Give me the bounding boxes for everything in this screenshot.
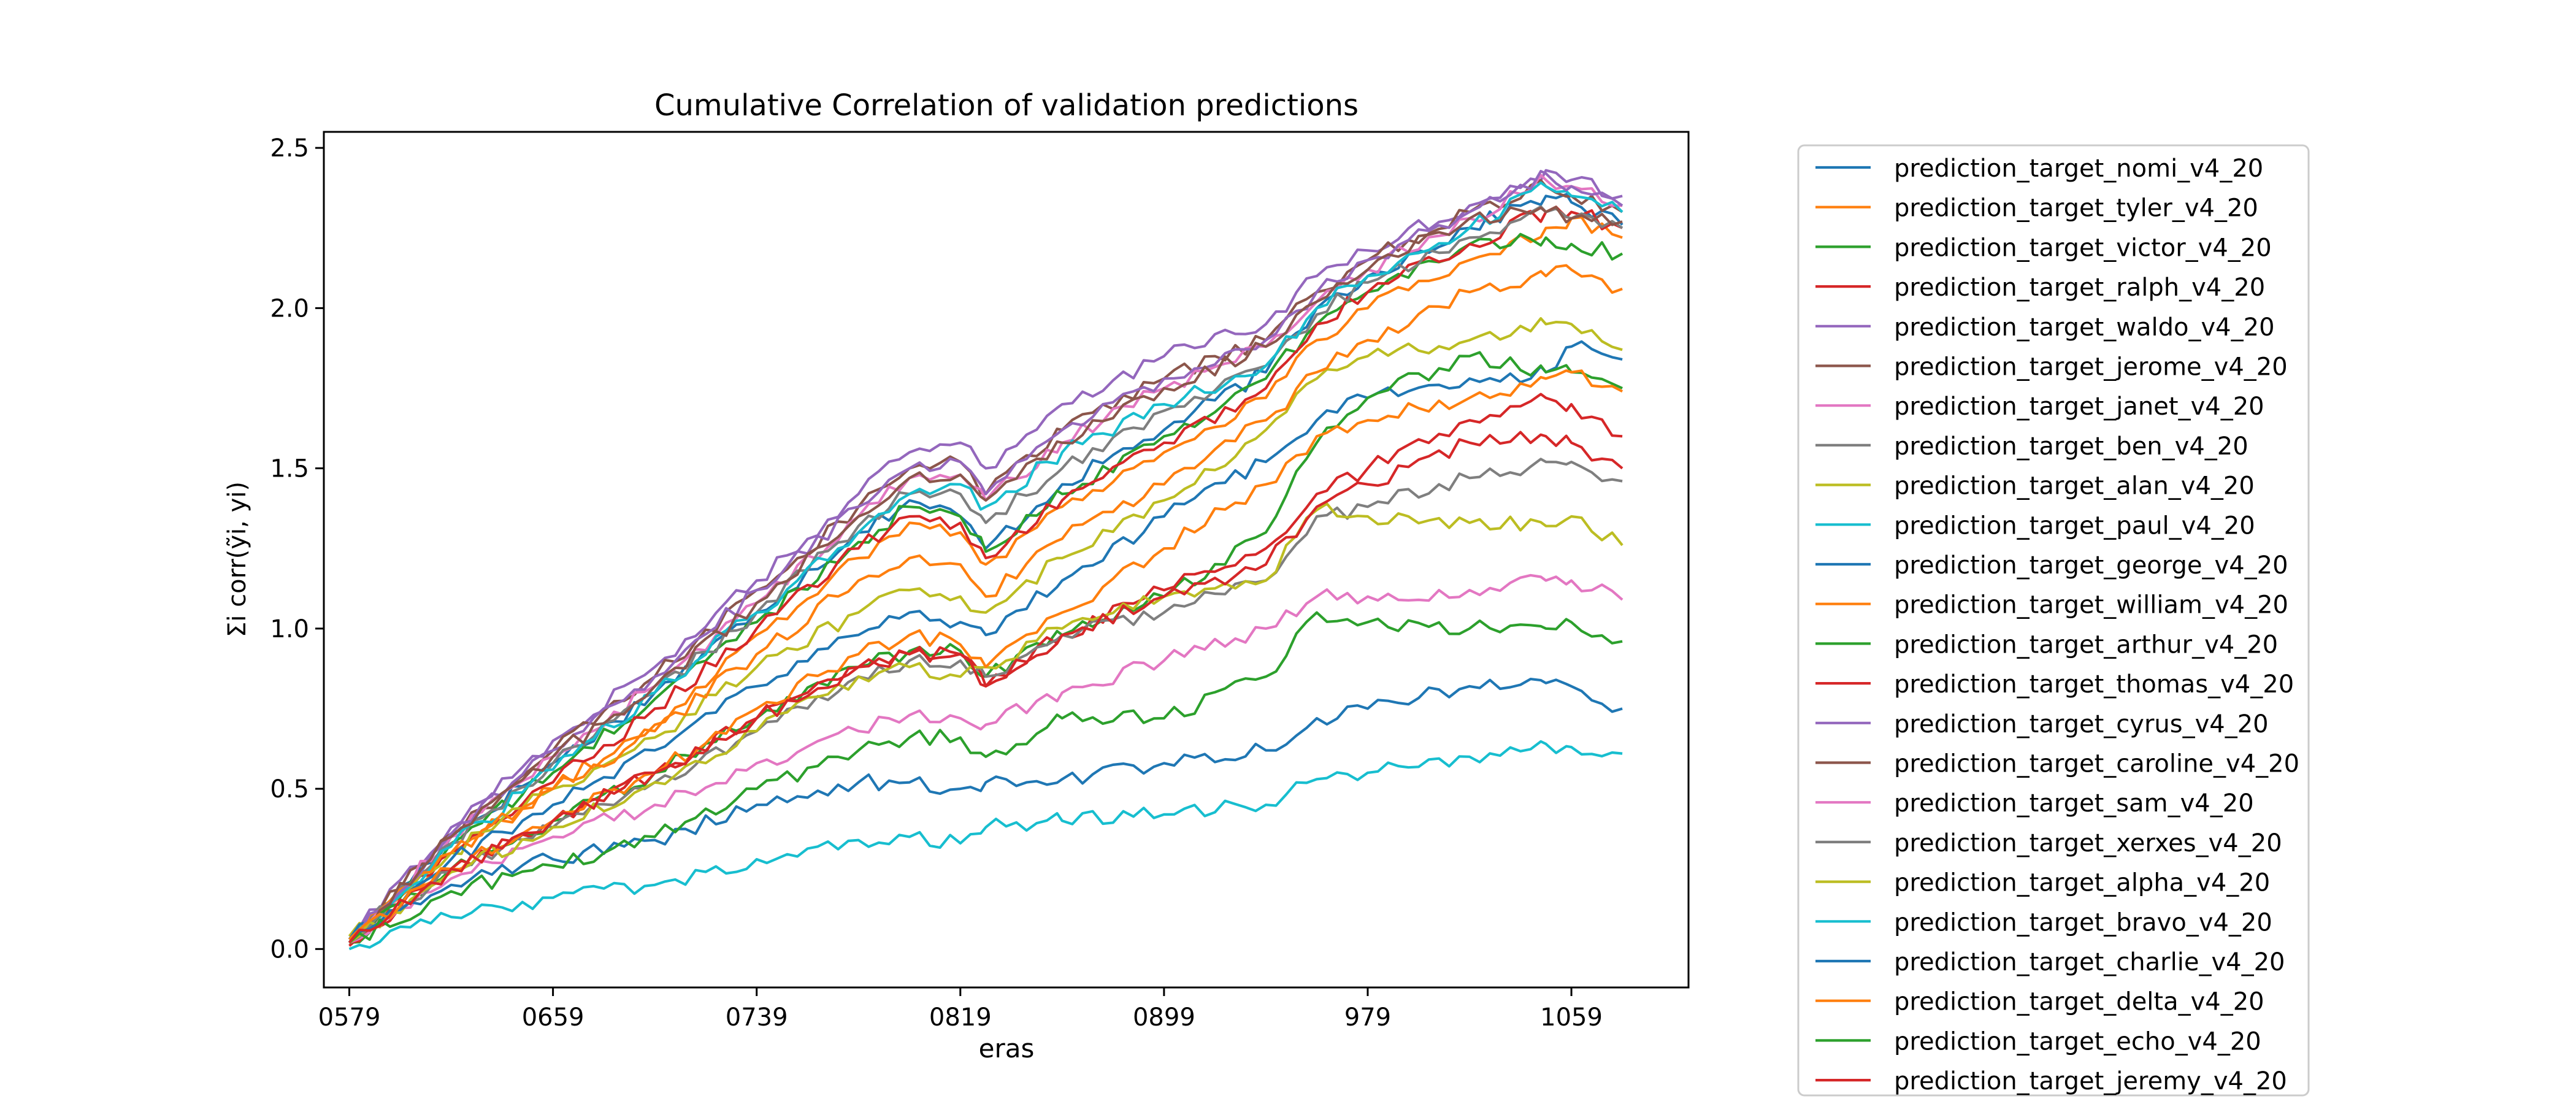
legend-label: prediction_target_echo_v4_20 [1894,1027,2261,1056]
legend-label: prediction_target_caroline_v4_20 [1894,750,2299,778]
legend-label: prediction_target_xerxes_v4_20 [1894,829,2282,857]
series-line [348,178,1623,944]
series-line [349,264,1623,941]
legend-label: prediction_target_alan_v4_20 [1894,472,2255,500]
legend-frame [1797,144,2310,1097]
legend: prediction_target_nomi_v4_20 prediction_t… [1797,144,2310,1097]
legend-label: prediction_target_sam_v4_20 [1894,789,2254,818]
series-line [348,340,1623,940]
series-line [348,431,1623,944]
series-line [348,502,1623,944]
legend-label: prediction_target_tyler_v4_20 [1894,194,2258,223]
series-line [348,205,1623,944]
y-tick-label: 0.0 [270,935,309,964]
series-line [348,573,1623,944]
legend-label: prediction_target_jeremy_v4_20 [1894,1067,2287,1095]
series-line [348,169,1623,940]
legend-label: prediction_target_victor_v4_20 [1894,234,2272,262]
legend-label: prediction_target_janet_v4_20 [1894,393,2264,421]
series-line [348,611,1623,944]
x-tick-label: 0819 [929,1003,992,1032]
legend-label: prediction_target_arthur_v4_20 [1894,631,2278,659]
legend-label: prediction_target_george_v4_20 [1894,551,2288,580]
y-axis-label: Σi corr(ỹi, yi) [223,481,251,637]
series-line [348,216,1623,941]
series-line [348,205,1623,947]
series-line [348,678,1623,941]
legend-label: prediction_target_bravo_v4_20 [1894,908,2272,937]
legend-label: prediction_target_thomas_v4_20 [1894,670,2294,699]
x-tick-label: 0579 [318,1003,381,1032]
y-tick-label: 0.5 [270,775,309,803]
legend-label: prediction_target_waldo_v4_20 [1894,313,2275,342]
legend-label: prediction_target_alpha_v4_20 [1894,869,2270,897]
x-axis-label: eras [979,1033,1035,1064]
series-line [348,317,1623,937]
legend-label: prediction_target_charlie_v4_20 [1894,948,2285,976]
x-tick-label: 0899 [1133,1003,1195,1032]
legend-label: prediction_target_ralph_v4_20 [1894,274,2265,302]
legend-label: prediction_target_william_v4_20 [1894,591,2288,619]
y-tick-label: 1.0 [270,615,309,643]
legend-label: prediction_target_nomi_v4_20 [1894,155,2263,183]
y-axis: 0.0 0.5 1.0 1.5 2.0 2.5 [270,134,324,964]
series-line [348,740,1623,951]
plot-lines [348,169,1623,951]
x-tick-label: 0659 [522,1003,585,1032]
x-axis: 0579 0659 0739 0819 0899 979 1059 [318,987,1603,1032]
legend-label: prediction_target_ben_v4_20 [1894,432,2248,461]
legend-label: prediction_target_delta_v4_20 [1894,988,2264,1016]
series-line [348,205,1623,944]
plot-frame [323,131,1690,989]
y-tick-label: 2.0 [270,294,309,323]
x-tick-label: 1059 [1540,1003,1603,1032]
y-tick-label: 2.5 [270,134,309,163]
legend-label: prediction_target_jerome_v4_20 [1894,353,2288,381]
series-line [348,458,1623,944]
legend-label: prediction_target_cyrus_v4_20 [1894,710,2269,738]
legend-label: prediction_target_paul_v4_20 [1894,512,2255,540]
y-tick-label: 1.5 [270,455,309,483]
chart-title: Cumulative Correlation of validation pre… [654,88,1359,123]
x-tick-label: 0739 [726,1003,788,1032]
series-line [348,181,1623,944]
x-tick-label: 979 [1344,1003,1391,1032]
